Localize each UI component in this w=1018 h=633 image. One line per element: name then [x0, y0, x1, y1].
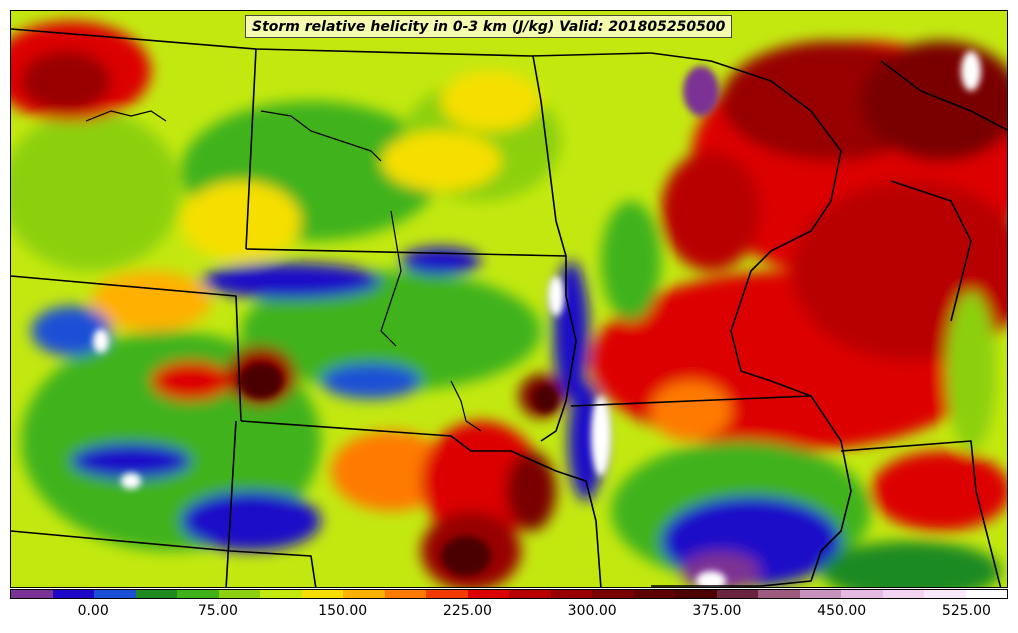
color-scale-tick-label: 0.00	[77, 603, 109, 619]
color-scale-swatch	[177, 590, 219, 598]
color-scale-swatch	[94, 590, 136, 598]
color-scale-swatch	[965, 590, 1007, 598]
color-scale-swatch	[343, 590, 385, 598]
color-scale-swatch	[716, 590, 758, 598]
color-scale-swatch	[924, 590, 966, 598]
color-scale-swatch	[882, 590, 924, 598]
color-scale-bar	[10, 589, 1008, 599]
color-scale-swatch	[633, 590, 675, 598]
color-scale-swatch	[11, 590, 53, 598]
state-boundaries	[11, 28, 1007, 587]
color-scale-swatch	[384, 590, 426, 598]
color-scale-swatch	[301, 590, 343, 598]
helicity-field-map	[11, 11, 1007, 587]
helicity-color-field	[11, 11, 1007, 587]
color-scale-tick-label: 150.00	[318, 603, 368, 619]
color-scale-tick-label: 525.00	[941, 603, 991, 619]
color-scale-swatch	[758, 590, 800, 598]
map-panel	[10, 10, 1008, 588]
color-scale-swatch	[799, 590, 841, 598]
color-scale-ticks: 0.00 75.00 150.00 225.00 300.00 375.00 450.00 5…	[10, 603, 1008, 625]
color-scale-tick-label: 75.00	[197, 603, 238, 619]
color-scale-swatch	[509, 590, 551, 598]
color-scale-swatch	[467, 590, 509, 598]
color-scale-swatch	[135, 590, 177, 598]
color-scale-swatch	[675, 590, 717, 598]
map-title: Storm relative helicity in 0-3 km (J/kg)…	[245, 15, 733, 38]
color-scale-swatch	[592, 590, 634, 598]
color-scale-swatch	[841, 590, 883, 598]
color-scale-swatch	[218, 590, 260, 598]
color-scale-swatch	[550, 590, 592, 598]
color-scale-tick-label: 225.00	[442, 603, 492, 619]
color-scale-tick-label: 300.00	[567, 603, 617, 619]
color-scale-tick-label: 450.00	[817, 603, 867, 619]
color-scale-tick-label: 375.00	[692, 603, 742, 619]
color-scale-swatch	[426, 590, 468, 598]
color-scale-swatch	[52, 590, 94, 598]
color-scale-swatch	[260, 590, 302, 598]
